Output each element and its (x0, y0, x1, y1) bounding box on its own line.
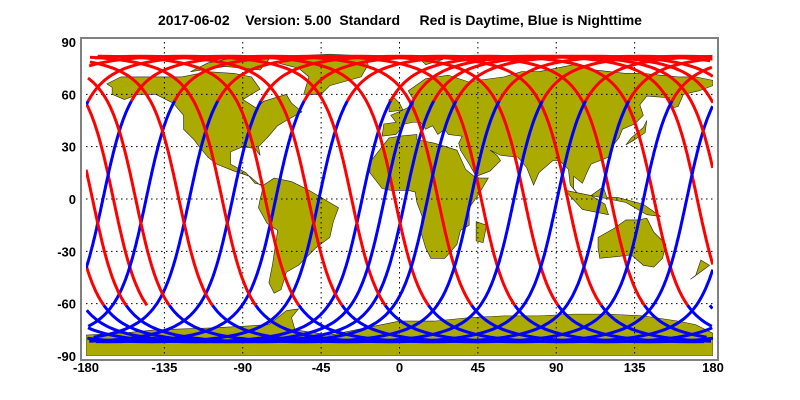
nighttime-track (470, 304, 713, 344)
y-tick-label: 90 (62, 35, 76, 50)
nighttime-track (211, 100, 544, 344)
daytime-track (86, 265, 106, 307)
y-tick-label: -90 (57, 349, 76, 364)
daytime-track (88, 54, 387, 307)
daytime-track (86, 169, 128, 307)
daytime-track (87, 76, 171, 307)
land-indonesia (564, 186, 661, 217)
nighttime-track (297, 100, 631, 344)
x-tick-label: 90 (549, 360, 563, 375)
x-tick-label: 135 (624, 360, 646, 375)
daytime-track (497, 54, 711, 102)
plot-area (86, 42, 713, 356)
y-tick-label: -30 (57, 244, 76, 259)
nighttime-track (86, 100, 415, 344)
daytime-track (411, 54, 713, 169)
land-madagascar (475, 221, 487, 243)
daytime-track (670, 65, 713, 102)
nighttime-track (87, 100, 392, 344)
y-tick-label: 0 (69, 192, 76, 207)
nighttime-track (254, 100, 587, 344)
nighttime-track (87, 100, 176, 328)
nighttime-track (513, 304, 713, 344)
nighttime-track (708, 304, 713, 310)
daytime-track (94, 54, 344, 307)
nighttime-track (86, 100, 90, 106)
land-new-zealand (690, 259, 711, 280)
daytime-track (97, 54, 301, 307)
daytime-track (86, 103, 149, 307)
nighttime-track (686, 304, 713, 328)
nighttime-track (168, 100, 501, 344)
x-tick-label: -180 (73, 360, 99, 375)
y-tick-label: 30 (62, 140, 76, 155)
nighttime-track (340, 100, 674, 344)
daytime-track (454, 54, 713, 102)
x-tick-label: -90 (233, 360, 252, 375)
nighttime-track (384, 105, 713, 344)
y-tick-label: -60 (57, 297, 76, 312)
nighttime-track (95, 100, 306, 344)
map-title: 2017-06-02 Version: 5.00 Standard Red is… (158, 12, 642, 28)
land-australia (597, 217, 667, 268)
nighttime-track (87, 100, 349, 344)
nighttime-track (427, 269, 713, 344)
land-japan (625, 120, 648, 146)
plot-frame (80, 37, 719, 361)
x-tick-label: 45 (471, 360, 485, 375)
x-tick-label: 180 (702, 360, 724, 375)
x-tick-label: -135 (151, 360, 177, 375)
y-tick-label: 60 (62, 87, 76, 102)
x-tick-label: 0 (396, 360, 403, 375)
daytime-track (89, 60, 214, 307)
daytime-track (89, 55, 257, 307)
x-tick-label: -45 (312, 360, 331, 375)
nighttime-track (124, 100, 458, 344)
